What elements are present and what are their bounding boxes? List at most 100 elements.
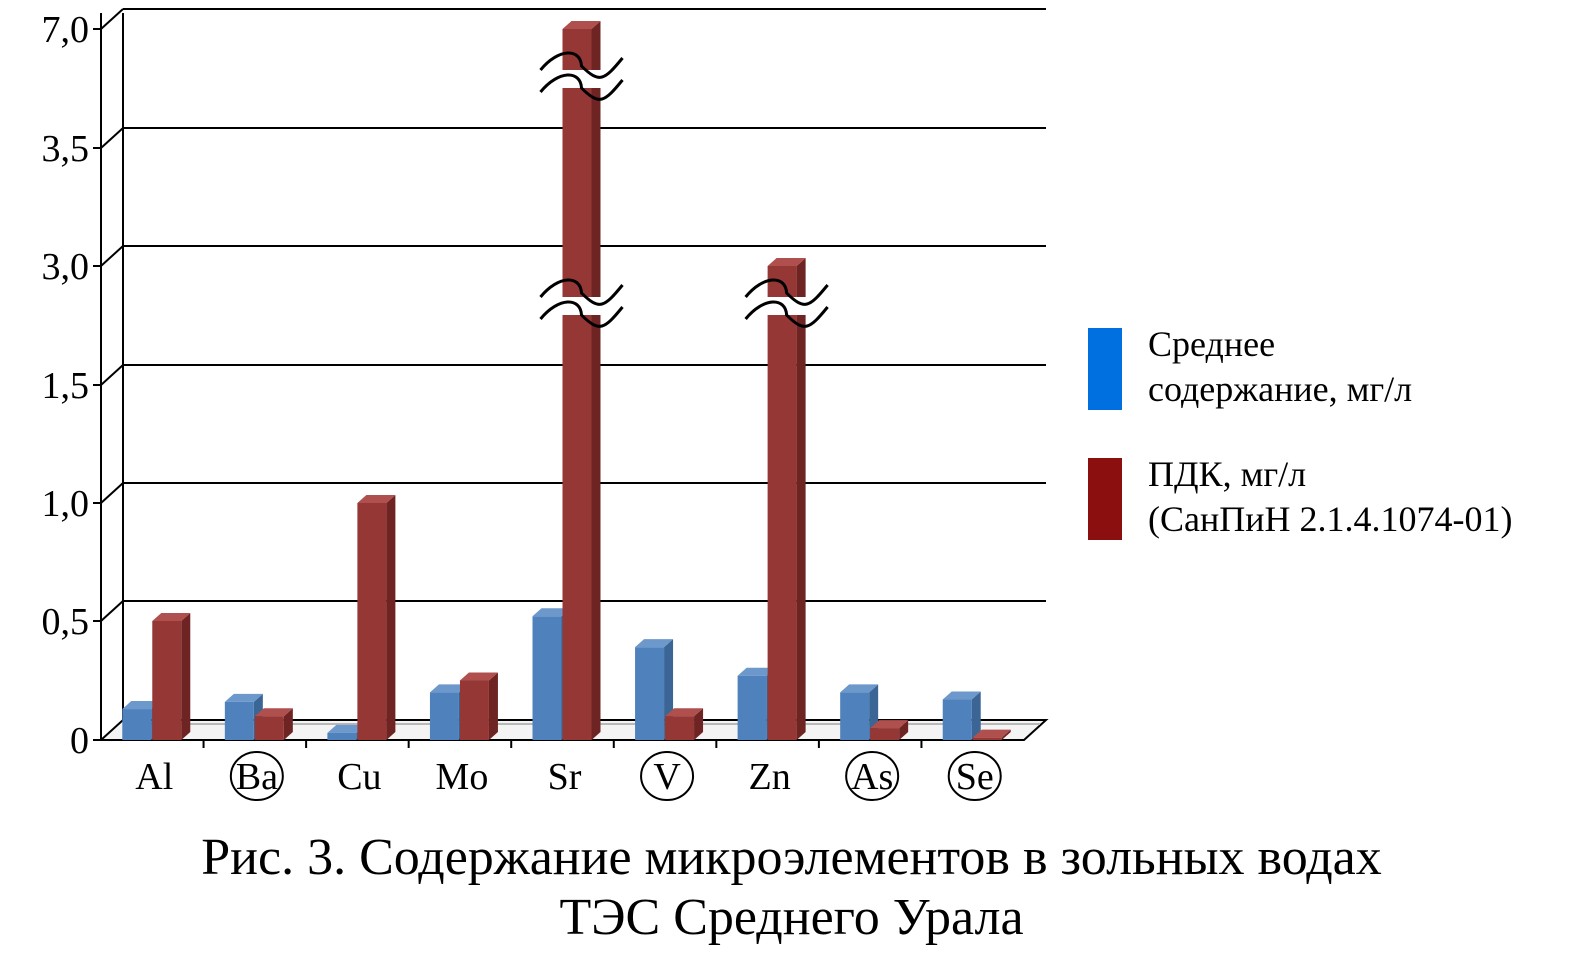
bar-series2-Sr-side [591, 21, 601, 740]
bar-series1-As-front [840, 692, 870, 740]
category-circle [947, 751, 1002, 801]
bar-series1-Se-front [942, 699, 972, 740]
gridline-depth [100, 482, 124, 504]
bar-series2-V-front [665, 716, 695, 740]
bar-series2-Zn-front [767, 266, 797, 740]
bar-series1-Ba-front [224, 701, 254, 740]
y-tick-label: 0 [70, 720, 89, 762]
axis-break-mark [539, 73, 624, 101]
axis-break-mark [539, 278, 624, 306]
bar-series2-V [665, 708, 704, 740]
bar-series2-Ba [254, 708, 293, 740]
legend-swatch-series2 [1088, 458, 1122, 540]
bar-series2-As-side [899, 720, 909, 740]
bar-series2-Al-front [152, 621, 182, 740]
gridline-depth [100, 245, 124, 267]
bar-series1-Cu-top [327, 724, 366, 733]
bar-series1-Sr-front [532, 616, 562, 740]
y-tick-label: 0,5 [42, 601, 90, 643]
bar-series1-Se-top [942, 691, 981, 700]
y-tick-label: 7,0 [42, 9, 90, 51]
bar-series2-As-top [870, 720, 909, 729]
x-tick-label: V [653, 756, 681, 798]
bar-series1-V [635, 639, 674, 740]
bar-series1-Mo-front [429, 692, 459, 740]
gridline-depth [100, 8, 124, 30]
x-tick-label: As [851, 756, 893, 798]
bar-series2-Ba-side [283, 708, 293, 740]
bar-series2-Cu [357, 495, 396, 740]
bar-series2-Zn-top [767, 258, 806, 266]
bar-series2-Se [972, 729, 1011, 740]
bar-series1-V-front [635, 647, 665, 740]
caption-line-1: Рис. 3. Содержание микроэлементов в золь… [201, 829, 1382, 886]
gridline-depth [100, 600, 124, 622]
category-circle [229, 751, 284, 801]
bar-series2-As [870, 720, 909, 740]
bar-series2-Al-top [152, 613, 191, 621]
legend-label-series1-line1: Среднее [1148, 324, 1275, 364]
legend-label-series2-line2: (СанПиН 2.1.4.1074-01) [1148, 499, 1512, 539]
bar-series2-Cu-side [386, 495, 396, 740]
legend-label-series1-line2: содержание, мг/л [1148, 369, 1412, 409]
gridline-depth [100, 127, 124, 149]
gridline-depth [100, 364, 124, 386]
bar-series1-Ba-top [224, 693, 263, 702]
bar-series2-Mo-top [459, 672, 498, 681]
bar-series1-Al-top [122, 701, 161, 710]
bar-series2-Mo [459, 672, 498, 740]
bar-series2-Mo-front [459, 680, 489, 740]
bar-series2-Sr-top [562, 21, 601, 29]
bar-series2-Sr-front [562, 29, 592, 740]
bar-series1-Al-front [122, 709, 152, 740]
x-tick-label: Ba [236, 756, 278, 798]
axis-break-mark [744, 278, 829, 306]
y-tick-label: 1,0 [42, 483, 90, 525]
legend: Среднее содержание, мг/л ПДК, мг/л (СанП… [1088, 324, 1512, 540]
bar-series2-Zn [767, 258, 806, 740]
axis-break-mark [539, 300, 624, 328]
y-tick-label: 3,5 [42, 128, 90, 170]
bar-series2-Ba-front [254, 716, 284, 740]
bar-series1-As [840, 684, 879, 740]
bar-series1-As-top [840, 684, 879, 693]
bar-series2-Se-top [972, 729, 1011, 738]
bar-series2-V-top [665, 708, 704, 717]
bar-series1-Zn-top [737, 667, 776, 676]
x-tick-label: Cu [337, 756, 381, 798]
bar-series2-Al [152, 613, 191, 740]
caption-line-2: ТЭС Среднего Урала [559, 889, 1024, 946]
x-tick-label: Se [956, 756, 994, 798]
bar-series2-Sr [562, 21, 601, 740]
axis-break-mark [539, 51, 624, 79]
x-tick-label: Sr [548, 756, 582, 798]
bar-series1-Sr-top [532, 608, 571, 617]
bar-series2-Se-side [1001, 729, 1011, 740]
legend-label-series2-line1: ПДК, мг/л [1148, 454, 1306, 494]
bar-series2-Ba-top [254, 708, 293, 717]
bar-series2-Cu-top [357, 495, 396, 503]
bar-series1-Se-side [971, 691, 981, 740]
bar-series2-As-front [870, 728, 900, 740]
bar-series1-V-top [635, 639, 674, 648]
bar-chart: 0 0,5 1,0 1,5 3,0 3,5 7,0 Al Ba Cu Mo Sr V Zn As Se Сре… [42, 8, 1512, 801]
y-tick-label: 1,5 [42, 365, 90, 407]
bar-series2-Zn-side [796, 258, 806, 740]
bar-series2-V-side [694, 708, 704, 740]
axis-break-mark [744, 300, 829, 328]
bar-series2-Cu-front [357, 503, 387, 740]
bar-series1-Zn-front [737, 675, 767, 740]
bar-series1-Se [942, 691, 981, 740]
x-tick-label: Zn [749, 756, 791, 798]
figure-caption: Рис. 3. Содержание микроэлементов в золь… [0, 828, 1583, 948]
x-tick-label: Al [135, 756, 173, 798]
bar-series1-Cu-front [327, 732, 357, 740]
y-tick-label: 3,0 [42, 246, 90, 288]
bar-series2-Al-side [181, 613, 191, 740]
bar-series2-Mo-side [488, 672, 498, 740]
legend-swatch-series1 [1088, 328, 1122, 410]
category-circle [845, 751, 900, 801]
bar-series1-Mo-top [429, 684, 468, 693]
x-tick-label: Mo [436, 756, 489, 798]
